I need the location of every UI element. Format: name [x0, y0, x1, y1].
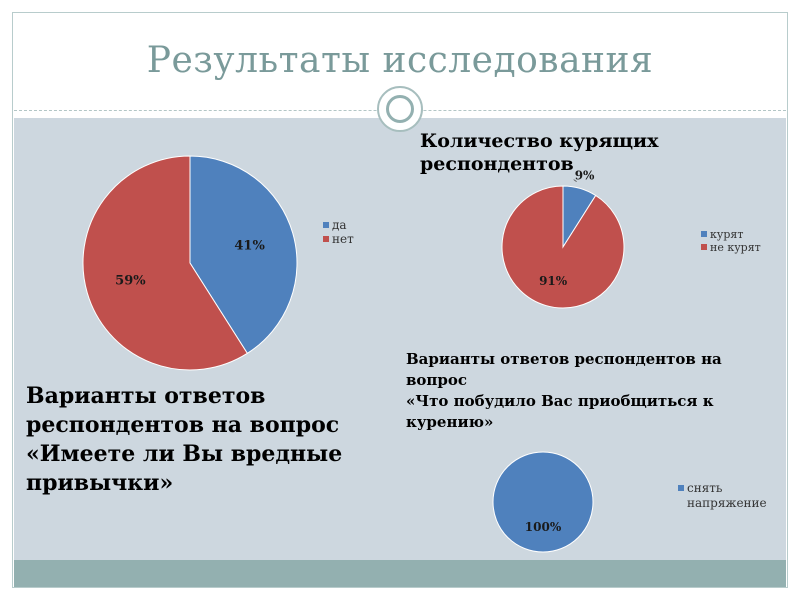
legend-swatch — [701, 231, 707, 237]
pie-slice-1 — [492, 451, 594, 553]
caption-line: Варианты ответов респондентов на — [406, 350, 722, 368]
pie-slice-2 — [501, 185, 625, 309]
pie-slice-2 — [82, 155, 249, 371]
caption-line: респондентов — [420, 153, 574, 175]
pie-data-label: 59% — [115, 273, 146, 288]
caption-line: вопрос — [406, 371, 468, 389]
chart2-caption: Количество курящих респондентов — [420, 130, 720, 176]
caption-line: Количество курящих — [420, 130, 659, 152]
legend-label: курят — [710, 228, 743, 241]
legend-swatch — [701, 244, 707, 250]
chart3-caption: Варианты ответов респондентов на вопрос … — [406, 349, 786, 433]
legend-swatch — [323, 222, 329, 228]
caption-line: «Что побудило Вас приобщиться к — [406, 392, 714, 410]
caption-line: привычки» — [26, 470, 174, 496]
pie-data-label: 100% — [525, 520, 562, 534]
caption-line: Варианты ответов — [26, 383, 266, 409]
footer-bar — [14, 560, 786, 587]
caption-line: «Имеете ли Вы вредные — [26, 441, 343, 467]
circle-ornament-icon — [377, 86, 423, 132]
legend-label: напряжение — [687, 496, 767, 510]
pie-leader-line — [573, 179, 577, 182]
legend-label: да — [332, 218, 347, 232]
pie-data-label: 41% — [234, 239, 265, 254]
legend-label: нет — [332, 232, 354, 246]
pie-data-label: 9% — [575, 169, 595, 183]
pie-slice-1 — [189, 155, 298, 355]
legend-label: не курят — [710, 241, 761, 254]
legend-swatch — [323, 236, 329, 242]
caption-line: курению» — [406, 413, 494, 431]
legend-swatch — [678, 485, 684, 491]
slide-title: Результаты исследования — [146, 40, 654, 81]
circle-ornament-inner — [386, 95, 414, 123]
chart1-caption: Варианты ответов респондентов на вопрос … — [26, 382, 386, 498]
pie-data-label: 91% — [539, 274, 568, 288]
legend-label: снять — [687, 481, 723, 495]
caption-line: респондентов на вопрос — [26, 412, 340, 438]
